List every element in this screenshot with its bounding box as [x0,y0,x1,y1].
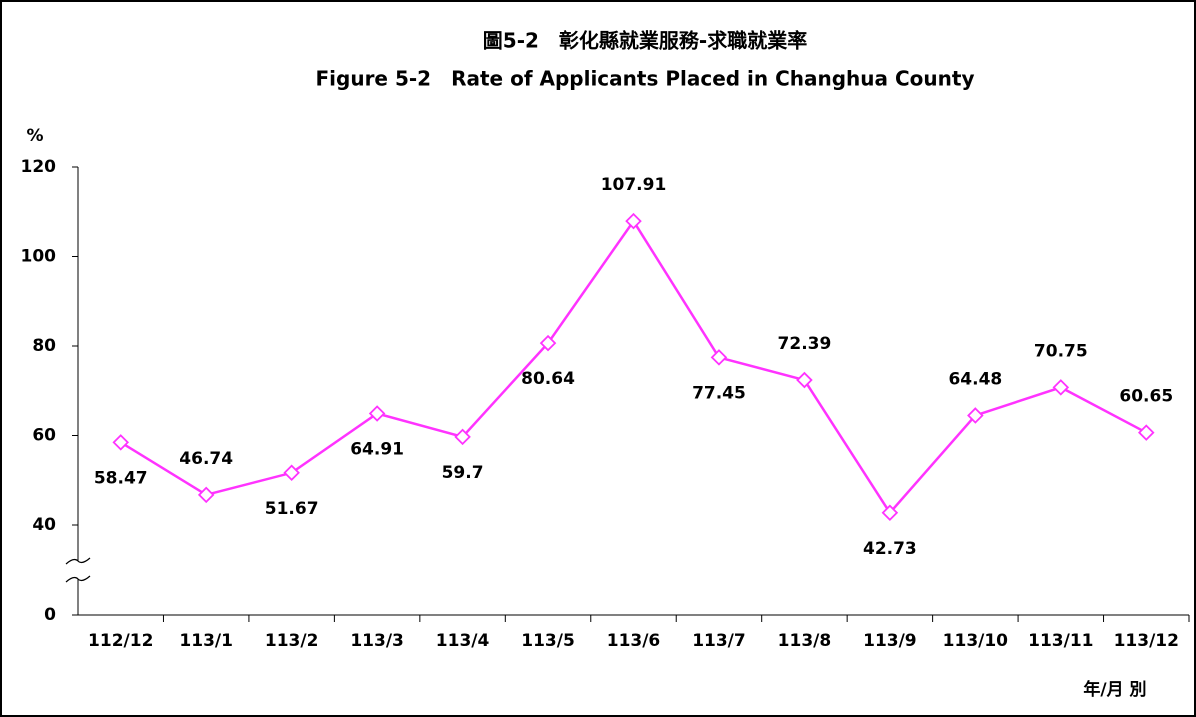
data-point [112,434,130,451]
chart-title: 圖5-2 彰化縣就業服務-求職就業率 [483,29,807,53]
y-axis-label: % [26,126,43,146]
data-label: 51.67 [265,499,319,519]
data-point [1137,424,1155,441]
data-label: 80.64 [521,369,575,389]
data-point [967,407,984,424]
y-tick-label: 80 [32,336,56,356]
data-point [197,486,215,504]
data-label: 64.91 [350,440,404,460]
data-label: 72.39 [778,334,832,354]
x-tick-label: 113/6 [607,631,661,651]
data-label: 60.65 [1119,387,1173,407]
data-point [539,334,557,352]
data-label: 59.7 [442,463,484,483]
y-tick-label: 40 [32,515,56,535]
x-tick-label: 113/3 [350,631,404,651]
data-label: 46.74 [179,449,233,469]
data-label: 42.73 [863,539,917,559]
x-tick-label: 113/5 [521,631,575,651]
y-tick-label: 0 [44,605,56,625]
data-label: 77.45 [692,383,746,403]
data-label: 70.75 [1034,341,1088,361]
y-tick-label: 120 [21,157,57,177]
x-tick-label: 113/2 [265,631,319,651]
data-point [454,428,471,446]
y-tick-label: 60 [32,426,56,446]
data-point [368,405,386,422]
data-point [283,464,300,482]
x-tick-label: 113/9 [863,631,917,651]
data-point [625,212,642,230]
x-tick-label: 113/11 [1028,631,1093,651]
data-point [881,504,899,522]
x-tick-label: 113/1 [179,631,233,651]
axis-break-mark [65,557,91,565]
axis-break-mark [65,575,91,583]
y-tick-label: 100 [21,247,57,267]
chart-subtitle: Figure 5-2 Rate of Applicants Placed in … [316,67,975,91]
data-point [1052,379,1070,396]
data-point [710,349,728,366]
data-point [796,371,813,389]
x-tick-label: 113/4 [436,631,490,651]
x-tick-label: 113/8 [778,631,832,651]
data-label: 107.91 [601,175,667,195]
axis-break-gap [70,561,86,579]
x-tick-label: 112/12 [88,631,153,651]
x-axis-label: 年/月 別 [1083,679,1146,700]
data-label: 64.48 [948,369,1002,389]
data-label: 58.47 [94,468,148,488]
x-tick-label: 113/12 [1114,631,1179,651]
x-tick-label: 113/10 [943,631,1009,651]
x-tick-label: 113/7 [692,631,746,651]
